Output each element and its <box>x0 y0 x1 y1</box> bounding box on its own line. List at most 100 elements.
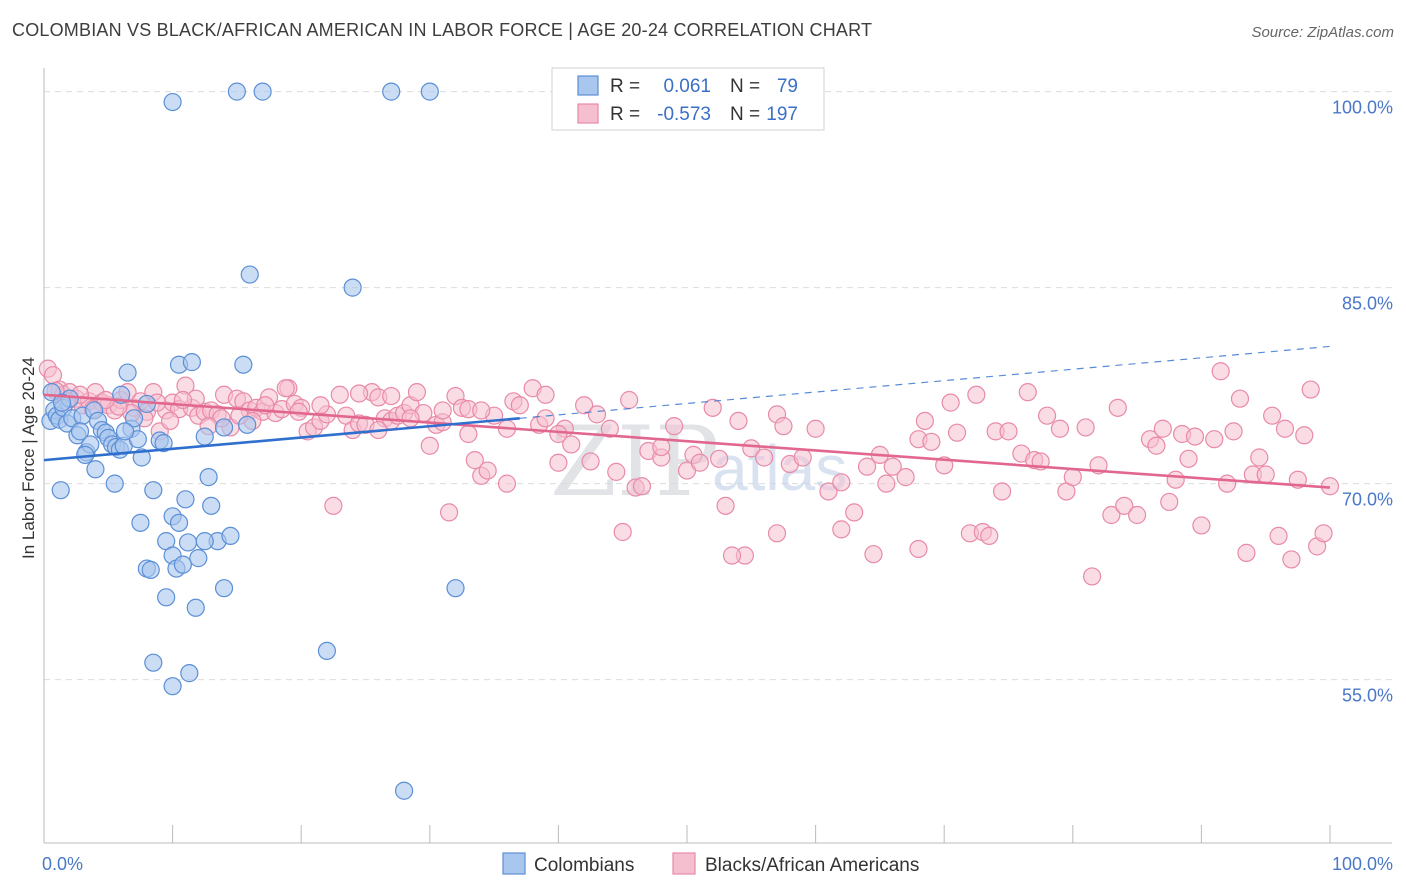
data-point-blacks <box>832 520 851 539</box>
data-point-blacks <box>575 396 594 415</box>
data-point-blacks <box>1102 505 1121 525</box>
data-point-colombians <box>240 265 259 284</box>
data-point-blacks <box>587 405 607 424</box>
legend-n-label-2: N = <box>730 104 760 125</box>
data-point-colombians <box>178 533 198 552</box>
bottom-legend: Colombians Blacks/African Americans <box>502 852 919 876</box>
data-point-blacks <box>382 386 401 406</box>
data-point-blacks <box>722 546 742 565</box>
data-point-blacks <box>324 496 343 515</box>
data-point-blacks <box>1211 362 1230 381</box>
data-point-blacks <box>1037 406 1057 425</box>
data-point-blacks <box>1185 427 1205 446</box>
data-point-blacks <box>1063 468 1082 487</box>
data-point-blacks <box>276 379 295 398</box>
data-point-blacks <box>349 384 369 403</box>
data-point-blacks <box>1192 516 1211 535</box>
trend-line-colombians-extension <box>519 345 1331 419</box>
series-colombians <box>41 82 465 800</box>
data-point-colombians <box>70 422 90 441</box>
data-point-blacks <box>1256 465 1275 484</box>
data-point-blacks <box>690 453 709 472</box>
y-tick-label: 85.0% <box>1342 294 1393 314</box>
data-point-colombians <box>132 448 151 467</box>
data-point-colombians <box>173 555 192 574</box>
data-point-blacks <box>1282 550 1301 569</box>
data-point-colombians <box>221 526 240 546</box>
tick-labels: 55.0% 70.0% 85.0% 100.0% 0.0% 100.0% <box>42 98 1393 874</box>
data-point-colombians <box>180 664 199 683</box>
data-point-colombians <box>227 82 246 101</box>
data-point-blacks <box>742 439 761 458</box>
data-point-colombians <box>317 641 337 661</box>
data-point-blacks <box>877 474 896 493</box>
data-point-blacks <box>1076 418 1095 437</box>
data-point-blacks <box>1127 505 1147 525</box>
data-point-blacks <box>909 539 928 559</box>
data-point-blacks <box>549 453 568 472</box>
legend-n-label-1: N = <box>730 76 760 97</box>
data-point-colombians <box>144 481 163 500</box>
data-point-colombians <box>115 422 135 441</box>
trend-lines <box>43 345 1331 489</box>
data-point-colombians <box>163 92 182 112</box>
data-point-blacks <box>536 385 555 404</box>
data-point-blacks <box>967 385 986 404</box>
data-point-colombians <box>169 513 189 532</box>
y-tick-label: 55.0% <box>1342 686 1393 706</box>
data-point-blacks <box>832 473 851 492</box>
data-point-colombians <box>182 353 201 372</box>
data-point-colombians <box>253 82 272 101</box>
x-tick-label-max: 100.0% <box>1332 854 1393 874</box>
chart-title: COLOMBIAN VS BLACK/AFRICAN AMERICAN IN L… <box>12 20 873 40</box>
data-point-blacks <box>1179 449 1198 468</box>
grid-layer <box>44 91 1392 681</box>
data-point-blacks <box>330 385 349 404</box>
data-point-blacks <box>774 417 793 436</box>
data-point-blacks <box>915 411 935 431</box>
data-point-blacks <box>845 503 864 522</box>
data-point-blacks <box>620 390 639 410</box>
data-point-blacks <box>1263 406 1282 425</box>
data-point-blacks <box>755 448 774 467</box>
data-point-blacks <box>1050 419 1070 438</box>
data-point-colombians <box>394 781 414 800</box>
data-point-blacks <box>1108 398 1127 417</box>
legend-r-value-1: 0.061 <box>663 76 711 97</box>
data-point-blacks <box>980 526 999 546</box>
data-point-blacks <box>1314 524 1333 543</box>
data-point-blacks <box>600 419 619 438</box>
data-point-colombians <box>131 513 150 532</box>
data-point-blacks <box>793 448 812 467</box>
legend-n-value-1: 79 <box>777 76 798 97</box>
data-point-blacks <box>665 417 684 436</box>
data-point-blacks <box>1230 389 1250 408</box>
data-point-blacks <box>607 462 626 481</box>
data-point-blacks <box>710 449 729 468</box>
data-point-colombians <box>124 409 144 428</box>
data-point-blacks <box>562 435 581 454</box>
data-point-blacks <box>703 398 722 417</box>
data-point-colombians <box>420 82 439 101</box>
data-point-blacks <box>999 422 1018 441</box>
trend-line-blacks <box>43 393 1331 489</box>
data-point-blacks <box>941 393 960 412</box>
data-point-colombians <box>202 496 221 515</box>
legend-r-label-1: R = <box>610 76 640 97</box>
data-point-blacks <box>420 436 439 455</box>
data-point-blacks <box>407 383 427 402</box>
data-point-colombians <box>105 474 124 493</box>
data-point-colombians <box>214 418 234 437</box>
data-point-blacks <box>806 419 825 438</box>
data-point-colombians <box>157 588 176 607</box>
data-point-blacks <box>439 503 459 522</box>
top-legend: R = 0.061 N = 79 R = -0.573 N = 197 <box>551 67 825 131</box>
data-point-blacks <box>1153 419 1172 438</box>
data-point-blacks <box>1166 470 1185 489</box>
data-point-blacks <box>896 468 915 487</box>
data-point-colombians <box>86 460 105 479</box>
data-point-blacks <box>536 409 555 428</box>
data-point-blacks <box>1269 526 1288 546</box>
legend-swatch-blue <box>577 75 599 96</box>
data-point-colombians <box>446 579 465 598</box>
